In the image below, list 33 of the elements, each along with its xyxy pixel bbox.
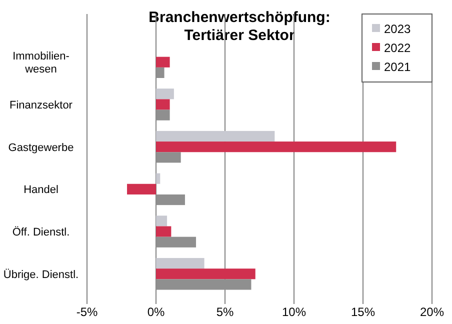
bar — [156, 236, 196, 248]
bar — [156, 258, 204, 269]
bar — [156, 110, 170, 120]
bar — [156, 88, 174, 100]
bar — [156, 194, 185, 206]
legend-label: 2023 — [384, 22, 412, 36]
y-tick-label: Immobilien- wesen — [12, 50, 70, 76]
x-tick-label: 5% — [216, 305, 234, 319]
bar — [156, 279, 252, 290]
y-tick-label: Gastgewerbe — [8, 142, 74, 154]
y-tick-label: Übrige. Dienstl. — [3, 268, 79, 281]
x-tick-label: -5% — [76, 305, 98, 319]
bar — [156, 56, 170, 68]
x-tick-label: 20% — [420, 305, 444, 319]
legend-label: 2021 — [384, 60, 412, 74]
x-tick-label: 0% — [147, 305, 165, 319]
bar — [156, 142, 396, 152]
bar — [156, 268, 256, 280]
legend-label: 2022 — [384, 41, 412, 55]
chart-title: Branchenwertschöpfung: Tertiärer Sektor — [148, 9, 330, 44]
bar — [127, 184, 156, 194]
bar — [156, 67, 164, 78]
y-tick-label: Finanzsektor — [10, 99, 73, 112]
x-tick-label: 10% — [282, 305, 306, 319]
y-tick-label: Handel — [24, 184, 58, 196]
bar — [156, 226, 172, 237]
x-tick-label: 15% — [350, 305, 376, 319]
bar — [156, 130, 275, 142]
bar — [156, 216, 168, 226]
y-tick-label: Öff. Dienstl. — [12, 226, 70, 239]
bar — [156, 99, 170, 110]
bar — [156, 173, 160, 184]
bar — [156, 152, 181, 163]
